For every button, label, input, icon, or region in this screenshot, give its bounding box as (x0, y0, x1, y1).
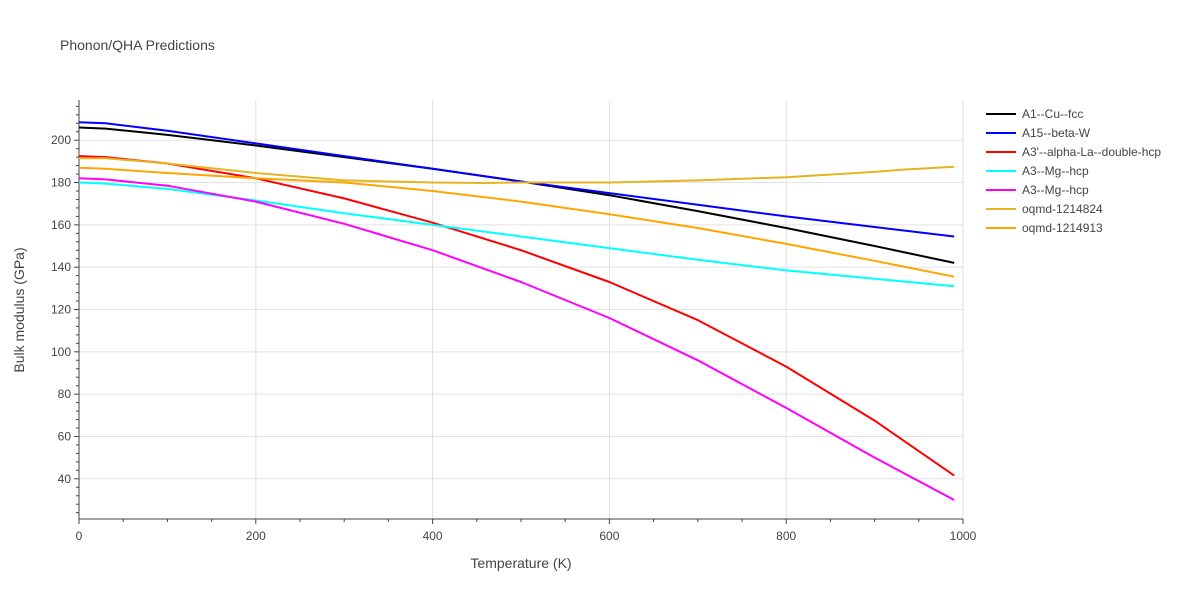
y-tick-label: 120 (51, 303, 71, 317)
series-lines (78, 121, 955, 501)
legend-label-1[interactable]: A15--beta-W (1022, 126, 1091, 140)
x-tick-label: 400 (423, 529, 443, 543)
series-line-5 (79, 157, 955, 184)
y-tick-label: 80 (58, 387, 72, 401)
series-line-1 (78, 121, 955, 238)
grid (79, 100, 964, 519)
series-line-4 (78, 177, 955, 501)
x-tick-label: 1000 (950, 529, 977, 543)
series-line-6 (78, 166, 955, 278)
y-tick-label: 40 (58, 472, 72, 486)
y-tick-label: 160 (51, 218, 71, 232)
y-tick-label: 100 (51, 345, 71, 359)
x-tick-label: 0 (76, 529, 83, 543)
tick-labels: 0 200 400 600 800 1000 40 60 80 100 120 140 160 180 20… (51, 133, 977, 543)
y-tick-label: 60 (58, 429, 72, 443)
y-axis-label: Bulk modulus (GPa) (11, 247, 27, 372)
legend-label-2[interactable]: A3'--alpha-La--double-hcp (1022, 145, 1161, 159)
x-tick-label: 800 (776, 529, 796, 543)
chart-title: Phonon/QHA Predictions (60, 37, 215, 53)
legend-label-6[interactable]: oqmd-1214913 (1022, 221, 1103, 235)
legend-label-0[interactable]: A1--Cu--fcc (1022, 107, 1083, 121)
x-tick-label: 200 (246, 529, 266, 543)
legend-label-3[interactable]: A3--Mg--hcp (1022, 164, 1089, 178)
y-tick-label: 140 (51, 260, 71, 274)
legend: A1--Cu--fcc A15--beta-W A3'--alpha-La--dou… (986, 107, 1161, 235)
y-tick-label: 200 (51, 133, 71, 147)
x-axis-label: Temperature (K) (470, 555, 571, 571)
x-tick-label: 600 (599, 529, 619, 543)
axes (74, 100, 964, 524)
series-line-3 (78, 181, 955, 288)
legend-label-4[interactable]: A3--Mg--hcp (1022, 183, 1089, 197)
legend-label-5[interactable]: oqmd-1214824 (1022, 202, 1103, 216)
y-tick-label: 180 (51, 176, 71, 190)
